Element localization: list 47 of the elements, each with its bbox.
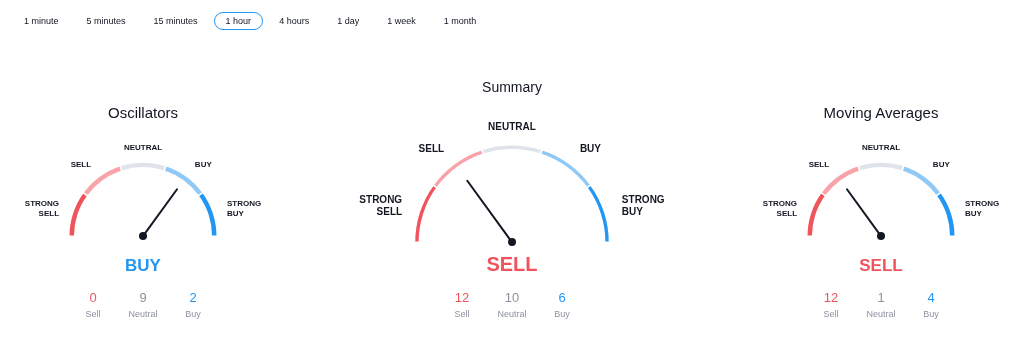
text: Neutral: [496, 309, 528, 319]
slice-label: NEUTRAL: [123, 143, 163, 153]
text: 1 week: [386, 15, 417, 28]
text: 10: [503, 290, 521, 305]
text: 9: [138, 290, 148, 305]
slice-label: STRONG BUY: [621, 194, 665, 218]
text: 1 minute: [23, 15, 60, 28]
text: 1 month: [442, 15, 478, 28]
slice-label: STRONG BUY: [226, 199, 262, 219]
slice-label: NEUTRAL: [861, 143, 901, 153]
slice-label: SELL: [808, 159, 830, 169]
slice-label: BUY: [932, 159, 951, 169]
slice-label: STRONG BUY: [964, 199, 1000, 219]
slice-label: SELL: [418, 142, 445, 154]
text: Buy: [184, 309, 202, 319]
chart-title: Oscillators: [107, 104, 178, 121]
slice-label: NEUTRAL: [488, 120, 536, 132]
text: BUY: [125, 256, 161, 276]
text: SELL: [859, 256, 903, 276]
slice-label: BUY: [194, 159, 213, 169]
text: 1 day: [336, 15, 361, 28]
text: 2: [188, 290, 198, 305]
text: Neutral: [127, 309, 159, 319]
text: 1 hour: [213, 12, 264, 30]
text: 4: [926, 290, 936, 305]
text: 0: [88, 290, 98, 305]
chart-title: Summary: [482, 79, 542, 95]
text: 4 hours: [278, 15, 311, 28]
text: 1: [876, 290, 886, 305]
text: 12: [453, 290, 471, 305]
text: 5 minutes: [85, 15, 127, 28]
text: Sell: [822, 309, 840, 319]
slice-label: STRONG SELL: [24, 199, 60, 219]
text: Neutral: [865, 309, 897, 319]
text: SELL: [486, 253, 538, 276]
text: Sell: [453, 309, 471, 319]
text: Buy: [922, 309, 940, 319]
slice-label: STRONG SELL: [359, 194, 403, 218]
text: 15 minutes: [152, 15, 199, 28]
text: Sell: [84, 309, 102, 319]
text: 12: [822, 290, 840, 305]
slice-label: BUY: [579, 142, 602, 154]
slice-label: SELL: [70, 159, 92, 169]
slice-label: STRONG SELL: [762, 199, 798, 219]
text: 6: [557, 290, 567, 305]
chart-title: Moving Averages: [823, 104, 939, 121]
text: Buy: [553, 309, 571, 319]
